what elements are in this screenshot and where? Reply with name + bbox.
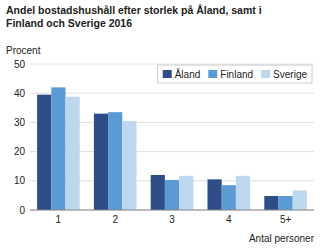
bar bbox=[236, 176, 250, 210]
x-tick-label: 5+ bbox=[280, 214, 292, 225]
legend-label: Sverige bbox=[273, 69, 307, 80]
grid-line bbox=[30, 210, 314, 211]
bar bbox=[66, 97, 80, 210]
y-axis-label: Procent bbox=[6, 45, 41, 56]
legend-label: Åland bbox=[175, 68, 201, 80]
y-tick-label: 40 bbox=[14, 88, 26, 99]
grid-line bbox=[30, 64, 314, 65]
legend-swatch bbox=[208, 70, 217, 78]
bar bbox=[108, 112, 122, 210]
x-tick-label: 3 bbox=[169, 214, 175, 225]
title: Andel bostadshushåll efter storlek på Ål… bbox=[6, 4, 262, 16]
x-tick-label: 4 bbox=[226, 214, 232, 225]
bar bbox=[279, 196, 293, 210]
bar bbox=[179, 176, 193, 210]
x-tick-label: 1 bbox=[56, 214, 62, 225]
y-tick-label: 0 bbox=[19, 205, 25, 216]
y-tick-label: 30 bbox=[14, 117, 26, 128]
bar bbox=[122, 121, 136, 210]
bar bbox=[264, 196, 278, 210]
y-tick-label: 50 bbox=[14, 59, 26, 70]
bar bbox=[293, 190, 307, 210]
legend: Åland Finland Sverige bbox=[158, 65, 312, 83]
bar bbox=[94, 114, 108, 210]
chart: Andel bostadshushåll efter storlek på Ål… bbox=[0, 0, 322, 250]
bar bbox=[51, 87, 65, 210]
legend-swatch bbox=[261, 70, 270, 78]
bar bbox=[208, 179, 222, 210]
title: Finland och Sverige 2016 bbox=[6, 17, 132, 29]
legend-frame bbox=[158, 65, 312, 83]
bar bbox=[222, 185, 236, 210]
legend-label: Finland bbox=[220, 69, 253, 80]
y-tick-label: 20 bbox=[14, 146, 26, 157]
x-axis-line bbox=[30, 210, 314, 211]
bar bbox=[165, 180, 179, 210]
grid-line bbox=[30, 93, 314, 94]
bar bbox=[37, 95, 51, 210]
bar bbox=[151, 175, 165, 210]
x-tick-label: 2 bbox=[112, 214, 118, 225]
x-axis-label: Antal personer bbox=[249, 233, 315, 244]
legend-swatch bbox=[163, 70, 172, 78]
y-tick-label: 10 bbox=[14, 175, 26, 186]
